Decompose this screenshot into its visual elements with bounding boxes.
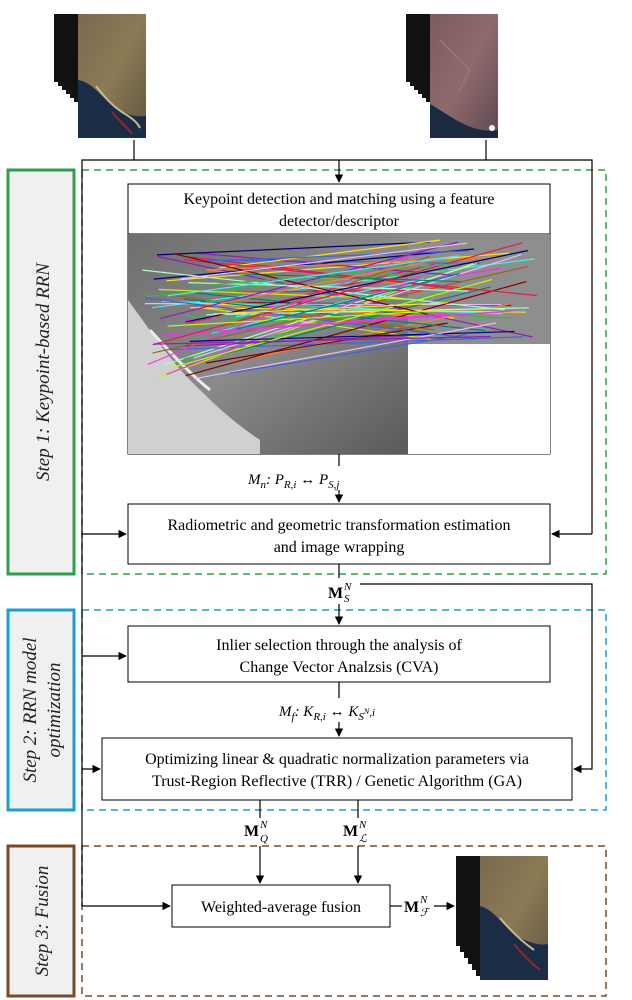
step2-panel: Step 2: RRN model optimization [6, 608, 76, 812]
match-line [193, 262, 462, 287]
match-line [183, 298, 485, 332]
svg-text:M: M [244, 823, 259, 840]
match-line [156, 262, 474, 379]
match-line [205, 256, 502, 271]
reference-image-stack-icon [54, 14, 146, 138]
match-line [213, 302, 448, 315]
match-line [185, 332, 461, 347]
optimization-box: Optimizing linear & quadratic normalizat… [101, 737, 573, 801]
match-line [190, 307, 526, 313]
inlier-box-line2: Change Vector Analzsis (CVA) [240, 659, 439, 676]
match-line [185, 249, 529, 323]
subject-image-stack-icon [406, 14, 498, 138]
match-line [202, 250, 469, 262]
optimize-box-line1: Optimizing linear & quadratic normalizat… [145, 751, 529, 768]
step1-region [81, 169, 607, 575]
svg-text:ℒ: ℒ [359, 833, 368, 845]
svg-text:N: N [343, 581, 352, 593]
match-line [194, 322, 497, 380]
keypoint-matching-image [127, 233, 551, 455]
mfused-label: M N ℱ [404, 894, 431, 919]
optimize-box-line2: Trust-Region Reflective (TRR) / Genetic … [152, 773, 522, 790]
transform-box-line1: Radiometric and geometric transformation… [167, 517, 510, 534]
match-line [167, 310, 436, 327]
step2-label: Step 2: RRN model [20, 637, 41, 782]
svg-text:N: N [259, 819, 268, 831]
step3-label: Step 3: Fusion [32, 866, 53, 977]
svg-text:Mn: PR,i ↔ PS,j: Mn: PR,i ↔ PS,j [247, 472, 339, 491]
match-line [205, 322, 448, 364]
ml-label: M N ℒ [343, 819, 368, 845]
match-set-label: Mn: PR,i ↔ PS,j [247, 472, 339, 491]
svg-text:M: M [404, 899, 419, 916]
match-line [189, 256, 454, 290]
match-line [231, 310, 515, 332]
svg-text:M: M [343, 823, 358, 840]
fusion-box-label: Weighted-average fusion [201, 899, 361, 916]
match-line [152, 242, 523, 346]
match-line [189, 330, 515, 342]
svg-text:N: N [419, 894, 428, 906]
match-line [185, 286, 491, 364]
svg-text:S: S [344, 593, 350, 605]
match-line [185, 281, 527, 377]
svg-text:M: M [328, 585, 343, 602]
inlier-box-line1: Inlier selection through the analysis of [216, 637, 462, 654]
match-line [193, 254, 522, 359]
step1-panel: Step 1: Keypoint-based RRN [6, 168, 76, 576]
transform-box-line2: and image wrapping [274, 539, 405, 556]
match-line [220, 260, 431, 305]
match-line [236, 273, 461, 330]
match-line [153, 335, 491, 345]
match-line [180, 242, 467, 280]
keypoint-box-line2: detector/descriptor [279, 213, 400, 230]
transformation-box: Radiometric and geometric transformation… [127, 503, 551, 565]
step3-region [81, 845, 607, 997]
match-line [167, 255, 459, 297]
match-line [183, 283, 475, 360]
match-line [188, 282, 469, 292]
ms-label: M N S [328, 581, 352, 605]
mq-label: M N Q [244, 819, 268, 845]
match-line [156, 241, 430, 256]
match-line [228, 334, 466, 374]
match-line [219, 239, 440, 269]
match-line [159, 241, 458, 320]
fused-image-stack-icon [456, 856, 548, 980]
svg-text:ℱ: ℱ [420, 907, 431, 919]
match-line [158, 313, 448, 337]
svg-text:N: N [358, 819, 367, 831]
match-line [153, 248, 475, 280]
inlier-set-label: Mf: KR,i ↔ KSN,i [278, 704, 375, 723]
step3-panel: Step 3: Fusion [6, 844, 76, 998]
match-lines [142, 239, 537, 380]
match-line [166, 252, 510, 282]
step1-label: Step 1: Keypoint-based RRN [33, 262, 54, 481]
keypoint-detection-box: Keypoint detection and matching using a … [127, 183, 551, 235]
step2-label-line2: optimization [44, 662, 65, 757]
svg-text:Q: Q [260, 833, 268, 845]
match-line [232, 303, 510, 363]
inlier-selection-box: Inlier selection through the analysis of… [127, 625, 551, 683]
keypoint-box-line1: Keypoint detection and matching using a … [183, 191, 494, 208]
match-line [172, 253, 428, 315]
fusion-box: Weighted-average fusion [171, 884, 391, 928]
svg-text:Mf: KR,i ↔ KSN,i: Mf: KR,i ↔ KSN,i [278, 704, 375, 723]
connectors [81, 140, 593, 911]
